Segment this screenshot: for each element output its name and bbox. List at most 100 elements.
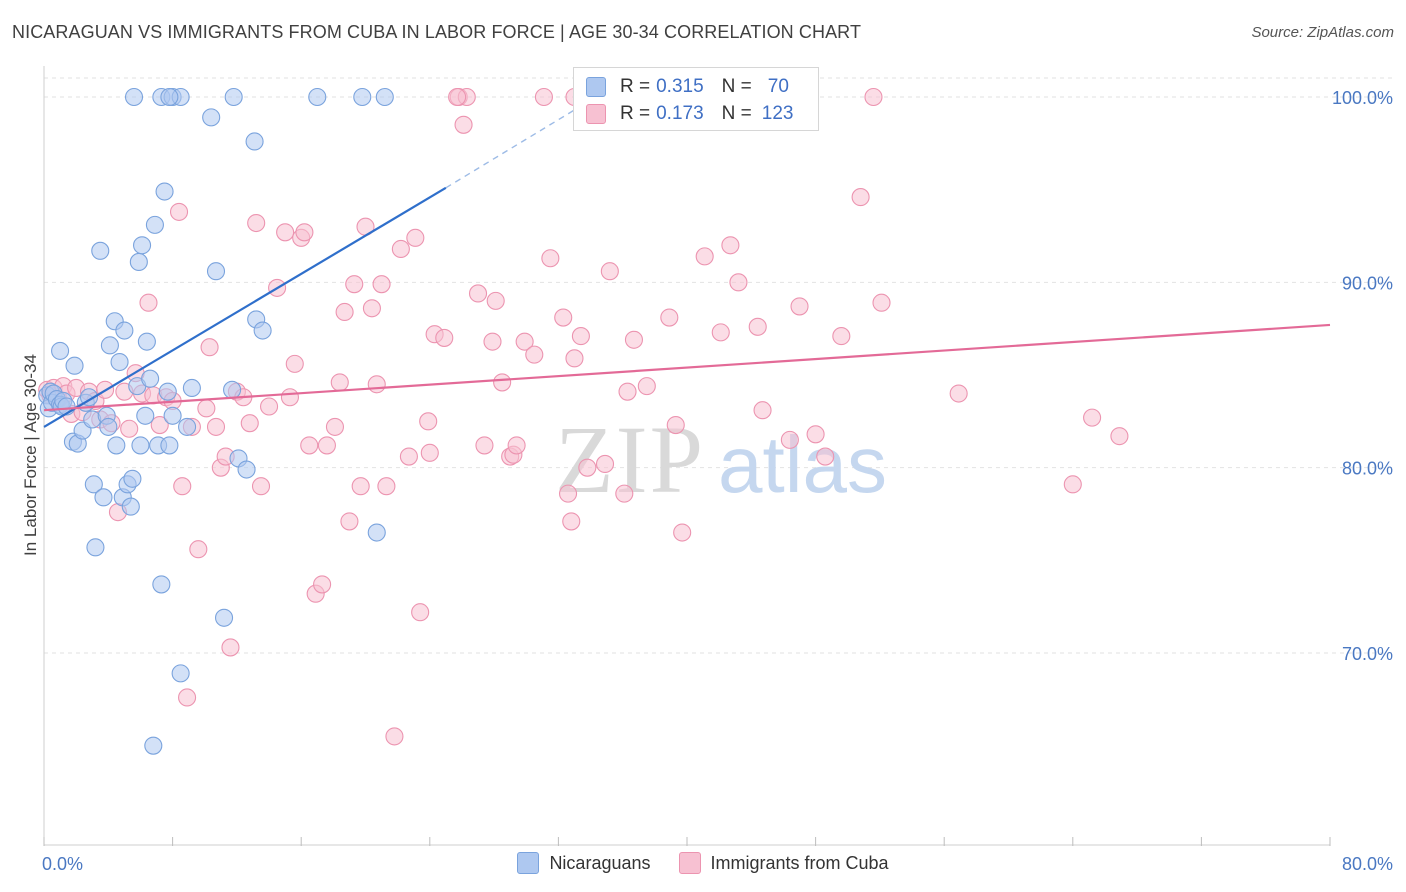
legend-swatch-nicaraguans [586,77,606,97]
nicaraguans-point [131,436,150,455]
x-tick-label: 80.0% [1342,854,1393,874]
cuba-point [525,345,544,364]
cuba-point [300,436,319,455]
nicaraguans-point [51,341,70,360]
y-axis-label: In Labor Force | Age 30-34 [21,354,40,556]
cuba-point [385,727,404,746]
cuba-point [139,293,158,312]
series-legend: Nicaraguans Immigrants from Cuba [0,852,1406,874]
legend-label-nicaraguans: Nicaraguans [549,852,651,873]
trend-line-nicaraguans [43,186,447,428]
cuba-point [295,223,314,242]
nicaraguans-point [223,380,242,399]
cuba-point [1083,408,1102,427]
cuba-point [949,384,968,403]
cuba-point [200,338,219,357]
cuba-point [330,373,349,392]
x-tick-labels: 0.0% 80.0% [42,854,1393,874]
cuba-point [285,354,304,373]
cuba-point [615,484,634,503]
cuba-point [534,87,553,107]
cuba-point [872,293,891,312]
cuba-point [419,412,438,431]
cuba-point [695,247,714,266]
cuba-point [753,401,772,420]
cuba-point [578,458,597,477]
trend-lines [43,109,1331,428]
cuba-point [595,454,615,474]
cuba-point [454,115,473,134]
legend-r-label: R = [620,103,651,124]
nicaraguans-point [375,87,394,107]
nicaraguans-point [100,336,119,355]
legend-r-value: 0.315 [656,76,704,97]
nicaraguans-point [99,417,118,436]
cuba-point [372,275,391,294]
nicaraguans-point [171,664,190,683]
y-tick-label: 90.0% [1342,273,1393,293]
cuba-point [240,414,259,433]
cuba-point [780,430,799,449]
cuba-point [493,373,512,392]
legend-r-label: R = [620,76,651,97]
legend-item-cuba: Immigrants from Cuba [678,852,889,874]
y-tick-label: 70.0% [1342,644,1393,664]
nicaraguans-point [158,382,177,401]
cuba-point [345,275,364,294]
cuba-point [864,87,883,107]
nicaraguans-point [107,436,126,455]
nicaraguans-point [163,406,182,425]
nicaraguans-point [178,417,197,436]
cuba-point [313,575,332,594]
cuba-point [666,415,685,435]
nicaraguans-point [141,369,160,388]
legend-label-cuba: Immigrants from Cuba [710,852,889,873]
nicaraguans-point [245,132,264,151]
y-tick-labels: 70.0% 80.0% 90.0% 100.0% [1332,88,1393,664]
nicaraguans-point [65,356,84,375]
nicaraguans-point [353,87,372,107]
x-tick-label: 0.0% [42,854,83,874]
cuba-point [169,202,189,221]
legend-n-label: N = [721,103,752,124]
cuba-point [475,436,494,455]
cuba-point [280,388,299,407]
cuba-point [206,417,226,436]
nicaraguans-point [144,736,163,755]
nicaraguans-point [206,262,226,281]
correlation-legend: R = 0.315 N = 70 R = 0.173 N = 123 [573,67,819,131]
nicaraguans-point [137,332,156,351]
cuba-point [276,223,295,242]
nicaraguans-point [155,182,174,201]
cuba-point [673,523,692,542]
trend-line-cuba [43,323,1331,412]
cuba-point [637,377,656,396]
cuba-point [711,323,730,342]
cuba-point [221,638,240,657]
legend-swatch-cuba [586,104,606,124]
cuba-point [851,188,870,207]
legend-swatch-nicaraguans [517,852,540,874]
cuba-point [435,328,454,347]
nicaraguans-point [160,436,179,455]
nicaraguans-point [214,608,234,627]
nicaraguans-point [129,252,148,271]
nicaraguans-point [84,475,103,494]
nicaraguans-point [224,87,243,107]
cuba-point [571,327,590,346]
cuba-point [806,425,825,444]
cuba-point [832,327,851,346]
cuba-point [1110,427,1129,446]
cuba-point [178,688,197,707]
nicaraguans-point [123,469,142,488]
legend-n-label: N = [721,76,752,97]
cuba-point [411,603,430,622]
nicaraguans-point [237,460,256,479]
cuba-point [120,419,139,438]
chart-title: NICARAGUAN VS IMMIGRANTS FROM CUBA IN LA… [12,22,862,42]
cuba-point [351,477,370,496]
cuba-point [468,284,488,303]
y-tick-label: 80.0% [1342,459,1393,479]
cuba-point [325,417,345,436]
